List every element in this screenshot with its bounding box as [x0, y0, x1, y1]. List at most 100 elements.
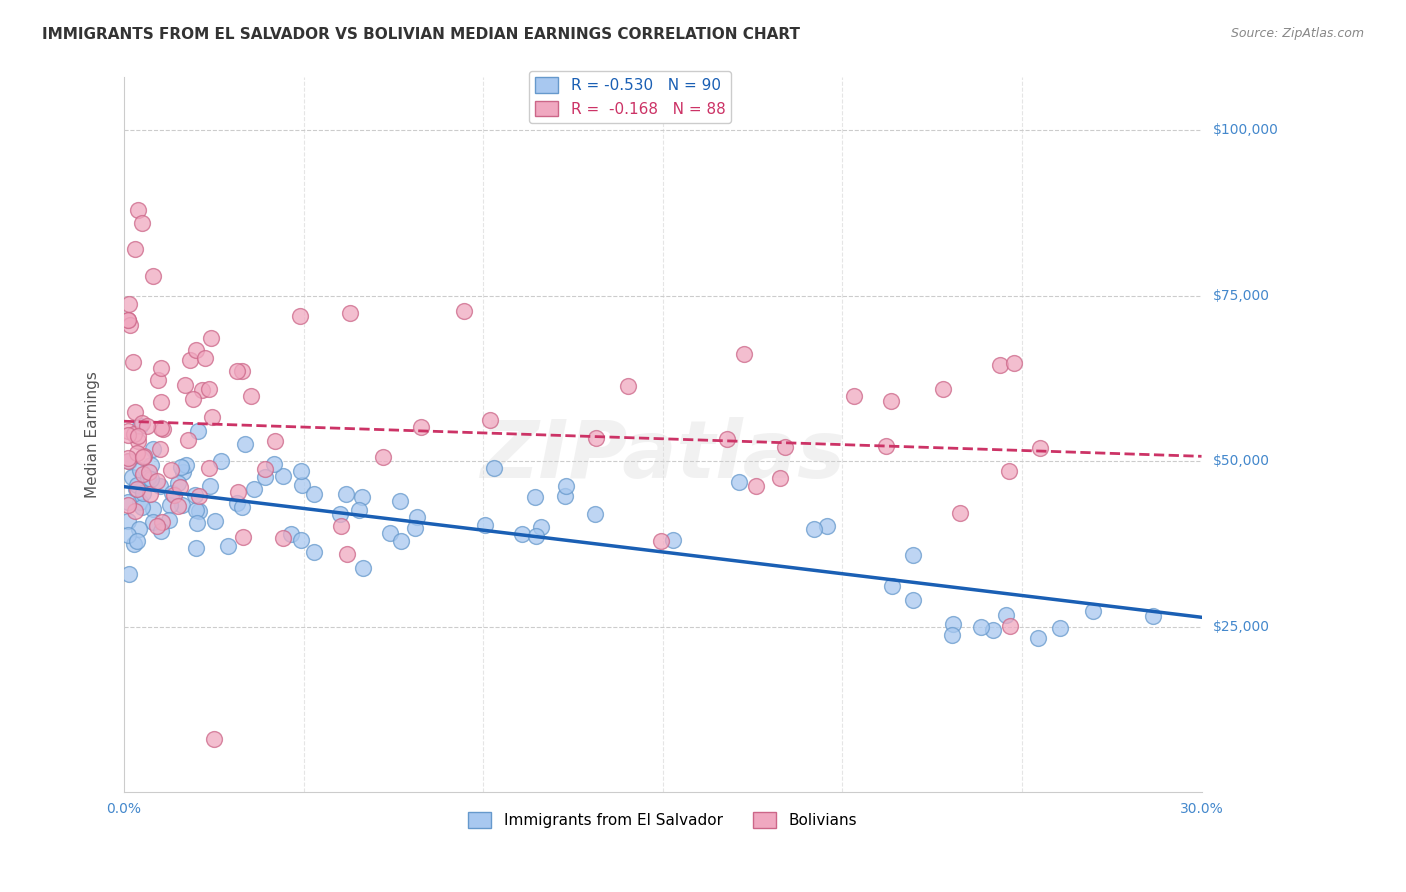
Point	[775, 441, 797, 455]
Point	[970, 620, 993, 634]
Point	[524, 529, 547, 543]
Point	[176, 458, 198, 473]
Point	[254, 469, 277, 483]
Point	[409, 420, 432, 434]
Point	[727, 475, 749, 490]
Point	[453, 303, 475, 318]
Point	[932, 383, 955, 397]
Text: $25,000: $25,000	[1212, 620, 1270, 633]
Point	[118, 296, 141, 310]
Point	[998, 464, 1021, 478]
Point	[875, 439, 897, 453]
Point	[479, 413, 502, 427]
Point	[127, 202, 149, 217]
Point	[184, 343, 207, 358]
Point	[661, 533, 683, 547]
Point	[352, 561, 374, 575]
Point	[170, 460, 193, 475]
Y-axis label: Median Earnings: Median Earnings	[86, 371, 100, 498]
Point	[217, 540, 239, 554]
Point	[117, 428, 139, 442]
Text: ZIPatlas: ZIPatlas	[481, 417, 845, 495]
Point	[901, 548, 924, 562]
Point	[880, 394, 903, 409]
Point	[149, 361, 172, 376]
Point	[134, 449, 156, 463]
Point	[184, 503, 207, 517]
Point	[179, 352, 201, 367]
Point	[150, 524, 173, 539]
Point	[117, 450, 139, 465]
Point	[184, 488, 207, 502]
Point	[304, 544, 326, 558]
Text: $50,000: $50,000	[1212, 454, 1270, 468]
Point	[201, 409, 224, 424]
Point	[240, 389, 263, 403]
Point	[302, 487, 325, 501]
Point	[583, 507, 606, 521]
Point	[209, 454, 232, 468]
Legend: Immigrants from El Salvador, Bolivians: Immigrants from El Salvador, Bolivians	[463, 806, 863, 834]
Point	[150, 515, 173, 529]
Point	[188, 490, 211, 504]
Point	[167, 500, 190, 514]
Point	[803, 522, 825, 536]
Point	[530, 519, 553, 533]
Point	[482, 460, 505, 475]
Point	[290, 309, 312, 323]
Point	[949, 507, 972, 521]
Point	[127, 482, 149, 496]
Point	[273, 531, 295, 545]
Point	[117, 312, 139, 326]
Point	[202, 732, 225, 747]
Point	[226, 364, 249, 378]
Text: IMMIGRANTS FROM EL SALVADOR VS BOLIVIAN MEDIAN EARNINGS CORRELATION CHART: IMMIGRANTS FROM EL SALVADOR VS BOLIVIAN …	[42, 27, 800, 42]
Point	[226, 484, 249, 499]
Point	[330, 518, 353, 533]
Text: Source: ZipAtlas.com: Source: ZipAtlas.com	[1230, 27, 1364, 40]
Point	[389, 533, 412, 548]
Point	[131, 450, 153, 464]
Point	[122, 355, 145, 369]
Point	[231, 500, 253, 514]
Point	[160, 463, 183, 477]
Point	[163, 488, 186, 502]
Point	[149, 442, 172, 456]
Point	[235, 437, 257, 451]
Point	[200, 331, 222, 345]
Point	[142, 515, 165, 529]
Point	[149, 479, 172, 493]
Point	[1049, 622, 1071, 636]
Point	[990, 359, 1012, 373]
Point	[290, 464, 312, 478]
Point	[404, 521, 426, 535]
Point	[124, 504, 146, 518]
Point	[198, 479, 221, 493]
Point	[128, 419, 150, 434]
Point	[329, 507, 352, 521]
Point	[169, 480, 191, 494]
Text: $100,000: $100,000	[1212, 123, 1278, 137]
Point	[159, 499, 181, 513]
Point	[136, 418, 159, 433]
Point	[131, 416, 153, 430]
Point	[197, 461, 219, 475]
Point	[336, 547, 359, 561]
Point	[128, 522, 150, 536]
Point	[157, 513, 180, 527]
Point	[1002, 356, 1025, 370]
Point	[117, 528, 139, 542]
Point	[117, 514, 139, 528]
Point	[981, 623, 1004, 637]
Point	[150, 395, 173, 409]
Point	[768, 471, 790, 485]
Point	[585, 431, 607, 445]
Point	[901, 593, 924, 607]
Point	[190, 383, 212, 397]
Point	[117, 495, 139, 509]
Point	[187, 504, 209, 518]
Point	[941, 628, 963, 642]
Point	[142, 268, 165, 283]
Point	[170, 498, 193, 512]
Point	[555, 479, 578, 493]
